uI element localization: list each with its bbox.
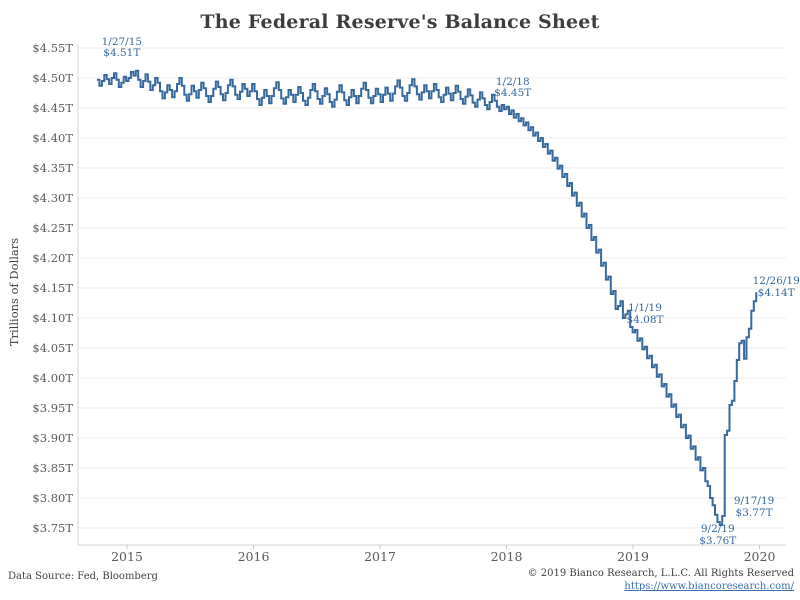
chart-title: The Federal Reserve's Balance Sheet	[200, 11, 600, 33]
annotation-value: $4.08T	[626, 313, 664, 326]
y-tick-label: $4.20T	[32, 251, 73, 265]
y-tick-label: $4.25T	[32, 221, 73, 235]
annotation-date: 9/2/19	[700, 523, 735, 535]
y-tick-label: $3.90T	[32, 431, 73, 445]
y-tick-label: $4.45T	[32, 101, 73, 115]
y-tick-label: $3.80T	[32, 491, 73, 505]
y-tick-label: $4.35T	[32, 161, 73, 175]
balance-sheet-line	[97, 69, 758, 526]
x-tick-label: 2020	[743, 549, 776, 564]
x-tick-label: 2019	[617, 549, 649, 564]
y-tick-label: $4.30T	[32, 191, 73, 205]
annotation-date: 12/26/19	[752, 275, 800, 288]
annotation-date: 1/27/15	[101, 35, 143, 48]
copyright-note: © 2019 Bianco Research, L.L.C. All Right…	[527, 568, 794, 579]
y-tick-label: $4.05T	[32, 341, 73, 355]
annotation-date: 1/1/19	[628, 302, 662, 315]
y-tick-label: $4.10T	[32, 311, 73, 325]
x-tick-label: 2015	[111, 549, 143, 564]
y-tick-label: $4.50T	[32, 71, 73, 85]
annotation: 9/17/19 $3.77T	[733, 495, 775, 519]
annotation: 1/1/19 $4.08T	[626, 303, 663, 326]
x-tick-label: 2018	[490, 549, 523, 564]
website-link[interactable]: https://www.biancoresearch.com/	[624, 581, 794, 592]
y-tick-label: $3.75T	[32, 521, 73, 535]
y-tick-label: $3.85T	[32, 461, 73, 475]
annotation: 1/2/18 $4.45T	[494, 75, 532, 100]
y-tick-label: $4.00T	[32, 371, 73, 385]
annotation-value: $4.14T	[757, 286, 795, 299]
annotation-value: $3.76T	[699, 534, 737, 547]
annotation-date: 9/17/19	[733, 495, 775, 507]
y-tick-label: $4.40T	[32, 131, 73, 145]
annotation: 12/26/19 $4.14T	[753, 276, 800, 299]
annotation: 1/27/15 $4.51T	[101, 35, 143, 60]
copyright-block: © 2019 Bianco Research, L.L.C. All Right…	[528, 567, 794, 593]
annotation-value: $3.77T	[735, 506, 773, 519]
annotation-value: $4.45T	[494, 87, 532, 100]
annotation-date: 1/2/18	[495, 75, 530, 88]
y-tick-label: $3.95T	[32, 401, 73, 415]
annotation: 9/2/19 $3.76T	[699, 523, 737, 547]
x-tick-label: 2016	[237, 549, 270, 564]
y-tick-label: $4.15T	[32, 281, 73, 295]
x-tick-label: 2017	[364, 549, 396, 564]
data-source-note: Data Source: Fed, Bloomberg	[8, 571, 158, 582]
annotation-value: $4.51T	[103, 47, 141, 60]
y-tick-label: $4.55T	[32, 41, 73, 55]
